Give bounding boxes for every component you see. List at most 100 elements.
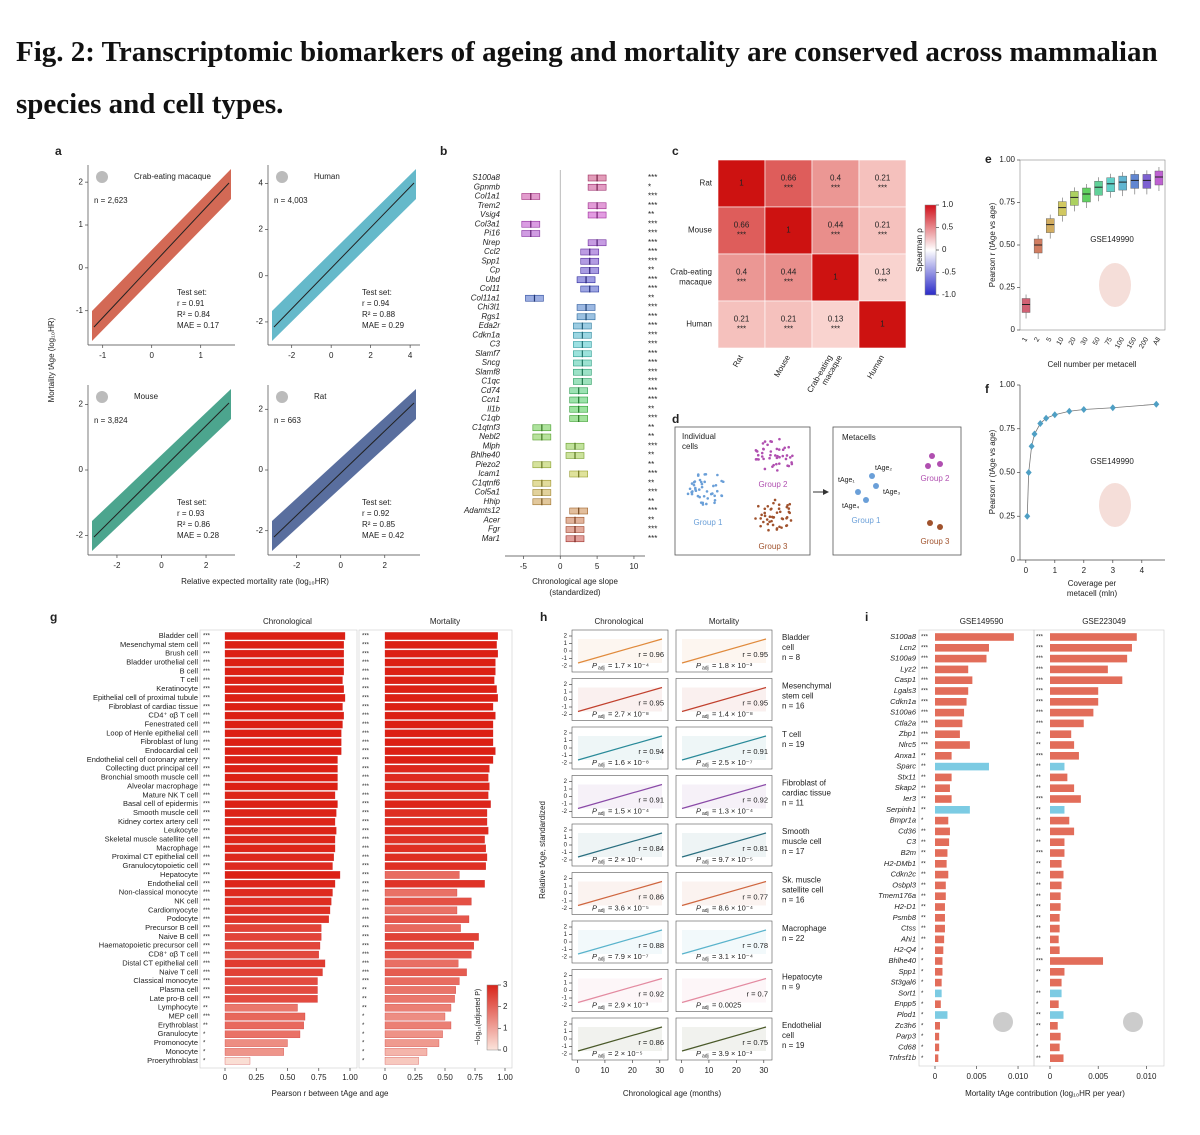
gene-label: Nrep [483,238,501,247]
significance: *** [203,864,211,870]
bar [384,915,470,923]
significance: *** [362,881,370,887]
stat-p-value: = 0.0025 [712,1000,741,1009]
cell-dot [696,473,700,476]
x-axis-label: Chronological age slope [532,577,618,586]
gene-label: Eda2r [479,321,501,330]
bar [1050,978,1062,987]
significance: *** [648,441,657,450]
cell-dot [775,511,779,514]
significance: * [1036,980,1039,986]
significance: *** [203,766,211,772]
regression-line [681,783,767,810]
cell-dot [778,525,781,529]
point [1028,442,1035,450]
y-tick-label: 1.00 [999,380,1015,389]
significance: *** [203,651,211,657]
regression-line [577,929,663,955]
x-tick-label: 0 [338,561,343,570]
cell-label: Proerythroblast [147,1056,199,1065]
x-tick-label: 20 [628,1066,637,1075]
cell-dot [706,497,710,500]
figure-title: Fig. 2: Transcriptomic biomarkers of age… [16,36,1158,120]
significance: *** [648,414,657,423]
gene-label: Slamf8 [475,367,500,376]
row-n: n = 8 [782,653,801,662]
regression-line [681,929,767,955]
cell-dot [759,524,762,528]
bar [224,835,336,844]
bar [384,632,498,640]
significance: *** [203,678,211,684]
cell-dot [778,437,781,441]
bar [935,924,945,933]
cell-dot [760,513,763,517]
bar [384,1003,452,1012]
significance: ** [921,775,926,781]
x-tick-label: 5 [1046,336,1054,343]
cell-label: Mesenchymal stem cell [120,640,198,649]
cell-dot [775,447,779,451]
panel-header: Chronological [263,617,312,626]
significance: * [362,1058,365,1064]
significance: *** [1036,699,1044,705]
bar [384,809,488,817]
gene-label: Cd36 [898,826,917,835]
stat-p-sub: adj [598,859,605,865]
stat-r: r = 0.77 [742,892,768,901]
row-n: n = 16 [782,702,805,711]
x-tick-label: -2 [113,561,121,570]
stat-p-value: = 3.9 × 10⁻³ [712,1049,753,1058]
cell-dot [703,480,706,484]
x-tick-label: 4 [408,351,413,360]
cell-dot [697,488,701,491]
significance: * [921,1023,924,1029]
bar [1050,654,1128,663]
col-label: Mouse [772,353,792,379]
bar [224,720,343,729]
panel-header: GSE223049 [1082,617,1126,626]
stat-p: P [592,709,597,718]
gene-label: Enpp5 [894,999,917,1008]
y-tick-label: -1 [562,1044,568,1050]
gene-label: Cdkn1a [890,697,916,706]
heatmap-cell [811,253,860,302]
y-tick-label: 1 [564,690,568,696]
cell-dot [754,448,758,452]
bar [1050,935,1059,944]
skull-icon [1123,1012,1143,1032]
row-n: n = 22 [782,934,805,943]
stat-p-value: = 3.1 × 10⁻⁴ [712,952,753,961]
y-tick-label: -2 [562,1003,568,1009]
stat-p-sub: adj [598,714,605,720]
cell-label: Podocyte [167,914,198,923]
significance: *** [921,689,929,695]
cell-label: Bronchial smooth muscle cell [101,773,198,782]
bar [935,1000,941,1008]
row-label: macaque [679,278,712,287]
significance: *** [362,642,370,648]
x-axis-label: (standardized) [549,588,600,597]
y-tick-label: 1 [564,884,568,890]
x-tick-label: 0.010 [1136,1072,1157,1081]
y-tick-label: 2 [259,225,264,234]
significance: *** [362,934,370,940]
cell-label: Smooth muscle cell [133,808,198,817]
row-label: cell [782,643,794,652]
bar [1050,730,1072,738]
bar [1050,784,1075,792]
gene-label: Acer [483,515,501,524]
bar [224,942,321,950]
y-tick-label: 0 [79,263,84,272]
bar [1050,1011,1064,1019]
stat-p-sub: adj [598,811,605,817]
x-tick-label: 10 [629,562,638,571]
stat-p-value: = 2.5 × 10⁻⁷ [712,758,753,767]
y-tick-label: -2 [562,809,568,815]
bar [935,741,970,749]
y-tick-label: 2 [564,973,568,979]
cell-dot [778,455,781,459]
bar [224,862,333,870]
cell-stars: *** [737,278,746,287]
significance: *** [362,952,370,958]
